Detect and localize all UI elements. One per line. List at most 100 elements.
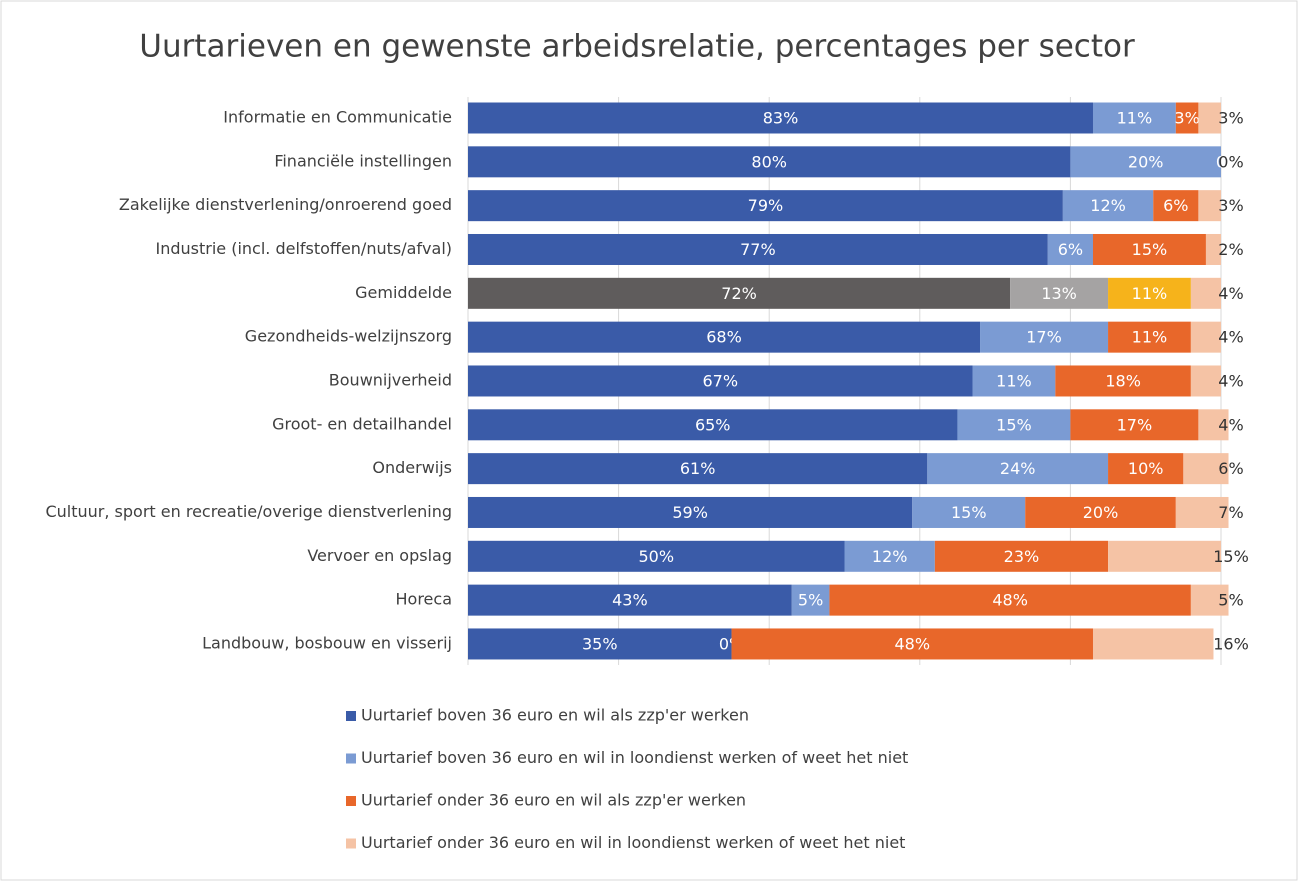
value-label: 48%	[992, 591, 1028, 610]
bar-segment	[1025, 496, 1176, 528]
y-tick-label: Groot- en detailhandel	[272, 414, 452, 433]
bar-segment	[1205, 233, 1221, 265]
value-label: 79%	[748, 196, 784, 215]
legend-swatch	[346, 711, 356, 721]
bar-segment	[1183, 453, 1229, 485]
legend-swatch	[346, 753, 356, 764]
value-label: 7%	[1218, 503, 1243, 522]
chart-title: Uurtarieven en gewenste arbeidsrelatie, …	[139, 29, 1135, 65]
value-label: 18%	[1105, 371, 1141, 390]
bar-segment	[1153, 190, 1199, 222]
y-tick-label: Landbouw, bosbouw en visserij	[202, 633, 452, 652]
value-label: 77%	[740, 240, 776, 259]
value-label: 72%	[721, 284, 757, 303]
bar-segment	[468, 628, 732, 660]
value-label: 15%	[1213, 547, 1249, 566]
bar-segment	[1092, 233, 1206, 265]
bar-segment	[1175, 496, 1229, 528]
bar-segment	[468, 146, 1071, 178]
bar-segment	[1108, 453, 1184, 485]
value-label: 17%	[1026, 328, 1062, 347]
y-tick-label: Cultuur, sport en recreatie/overige dien…	[45, 502, 452, 521]
value-label: 11%	[1132, 284, 1168, 303]
y-tick-label: Gezondheids-welzijnszorg	[245, 327, 452, 346]
legend-label: Uurtarief boven 36 euro en wil als zzp'e…	[361, 706, 749, 725]
bar-segment	[468, 102, 1093, 134]
value-label: 5%	[1218, 591, 1243, 610]
value-label: 65%	[695, 415, 731, 434]
value-label: 17%	[1117, 415, 1153, 434]
value-label: 20%	[1083, 503, 1119, 522]
value-label: 59%	[672, 503, 708, 522]
value-label: 3%	[1174, 109, 1199, 128]
value-label: 6%	[1163, 196, 1188, 215]
bar-segment	[1190, 277, 1221, 309]
legend-label: Uurtarief boven 36 euro en wil in loondi…	[361, 748, 908, 767]
bar-segment	[927, 453, 1109, 485]
bar-segment	[1070, 146, 1221, 178]
value-label: 23%	[1004, 547, 1040, 566]
value-label: 4%	[1218, 284, 1243, 303]
bar-segment	[1092, 102, 1176, 134]
legend-label: Uurtarief onder 36 euro en wil in loondi…	[361, 833, 905, 852]
bar-segment	[1108, 277, 1191, 309]
legend-label: Uurtarief onder 36 euro en wil als zzp'e…	[361, 791, 746, 810]
value-label: 4%	[1218, 415, 1243, 434]
bar-segment	[1092, 628, 1214, 660]
bar-segment	[934, 540, 1109, 572]
value-label: 83%	[763, 109, 799, 128]
y-tick-label: Industrie (incl. delfstoffen/nuts/afval)	[155, 239, 452, 258]
bar-segment	[1175, 102, 1199, 134]
legend-swatch	[346, 796, 356, 806]
bar-segment	[972, 365, 1056, 397]
bar-segment	[468, 321, 981, 353]
bar-segment	[468, 277, 1011, 309]
y-tick-label: Onderwijs	[372, 458, 452, 477]
value-label: 80%	[751, 152, 787, 171]
bar-segment	[468, 365, 973, 397]
value-label: 67%	[702, 371, 738, 390]
bar-segment	[1010, 277, 1109, 309]
value-label: 50%	[638, 547, 674, 566]
bar-segment	[1190, 365, 1221, 397]
value-label: 12%	[872, 547, 908, 566]
value-label: 15%	[951, 503, 987, 522]
value-label: 11%	[996, 371, 1032, 390]
value-label: 15%	[996, 415, 1032, 434]
value-label: 43%	[612, 591, 648, 610]
bar-segment	[468, 453, 928, 485]
y-tick-label: Financiële instellingen	[274, 151, 452, 170]
bar-segment	[980, 321, 1109, 353]
bar-segment	[844, 540, 935, 572]
bar-segment	[1190, 321, 1221, 353]
bar-segment	[1062, 190, 1154, 222]
value-label: 6%	[1058, 240, 1083, 259]
value-label: 3%	[1218, 109, 1243, 128]
value-label: 61%	[680, 459, 716, 478]
value-label: 35%	[582, 634, 618, 653]
bar-segment	[468, 496, 913, 528]
y-tick-label: Bouwnijverheid	[329, 370, 452, 389]
value-label: 10%	[1128, 459, 1164, 478]
bar-segment	[1190, 584, 1229, 616]
bar-segment	[731, 628, 1093, 660]
value-label: 3%	[1218, 196, 1243, 215]
value-label: 11%	[1132, 328, 1168, 347]
value-label: 24%	[1000, 459, 1036, 478]
bar-segment	[791, 584, 830, 616]
bar-segment	[1198, 190, 1221, 222]
bar-segment	[468, 409, 958, 441]
bar-segment	[1070, 409, 1199, 441]
value-label: 12%	[1090, 196, 1126, 215]
value-label: 0%	[1218, 152, 1243, 171]
bar-segment	[1055, 365, 1191, 397]
bar-segment	[468, 190, 1063, 222]
value-label: 11%	[1117, 109, 1153, 128]
y-tick-label: Zakelijke dienstverlening/onroerend goed	[119, 195, 452, 214]
value-label: 68%	[706, 328, 742, 347]
bar-segment	[957, 409, 1071, 441]
y-tick-label: Horeca	[396, 590, 453, 609]
bar-segment	[468, 584, 792, 616]
value-label: 15%	[1132, 240, 1168, 259]
